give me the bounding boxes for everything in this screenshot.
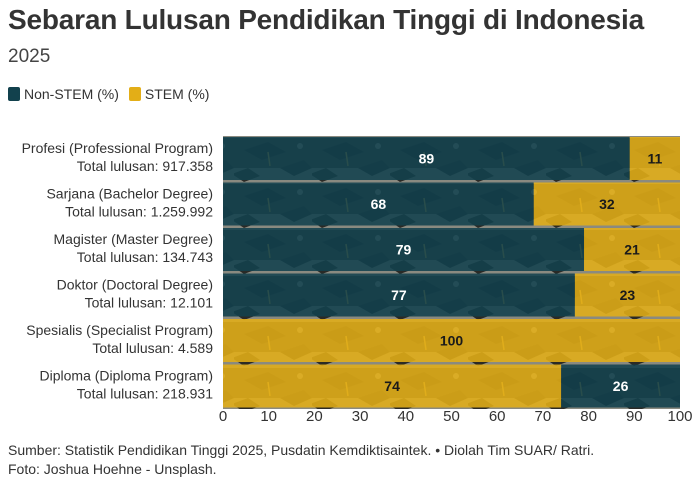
bar-diploma-stem (223, 364, 562, 408)
data-label-doktor-stem: 23 (620, 287, 636, 303)
bar-diploma-non-stem (561, 364, 680, 408)
legend-swatch-non-stem (8, 87, 20, 101)
x-tick-label-100: 100 (667, 408, 692, 425)
category-total-diploma: Total lulusan: 218.931 (77, 386, 213, 402)
bar-magister-stem (584, 228, 680, 271)
photo-credit: Foto: Joshua Hoehne - Unsplash. (8, 461, 217, 477)
bars: 89 11 68 32 79 21 77 23 100 74 26 (223, 137, 680, 408)
bar-magister-non-stem (223, 228, 585, 271)
legend-item-stem: STEM (%) (128, 86, 210, 102)
x-tick-label-90: 90 (626, 408, 643, 425)
x-tick-label-10: 10 (260, 408, 277, 425)
x-tick-label-40: 40 (397, 408, 414, 425)
footer: Sumber: Statistik Pendidikan Tinggi 2025… (8, 441, 594, 479)
legend-label-non-stem: Non-STEM (%) (24, 86, 119, 102)
data-label-spesialis-stem: 100 (440, 333, 464, 349)
bar-profesi-non-stem (223, 137, 630, 180)
category-total-spesialis: Total lulusan: 4.589 (92, 340, 213, 356)
plot-background (223, 136, 680, 409)
bar-spesialis-stem (223, 319, 680, 362)
chart-subtitle: 2025 (8, 46, 51, 67)
category-total-profesi: Total lulusan: 917.358 (77, 158, 213, 174)
data-label-doktor-non-stem: 77 (391, 287, 407, 303)
data-label-magister-non-stem: 79 (396, 242, 412, 258)
category-label-doktor: Doktor (Doctoral Degree) (57, 277, 213, 293)
data-label-diploma-non-stem: 26 (613, 378, 629, 394)
category-label-magister: Magister (Master Degree) (54, 231, 214, 247)
chart-title: Sebaran Lulusan Pendidikan Tinggi di Ind… (8, 4, 644, 35)
category-labels: Profesi (Professional Program) Total lulu… (22, 140, 214, 402)
category-label-profesi: Profesi (Professional Program) (22, 140, 213, 156)
bar-profesi-stem (629, 137, 680, 180)
category-label-sarjana: Sarjana (Bachelor Degree) (46, 186, 213, 202)
bar-sarjana-stem (533, 182, 680, 226)
x-tick-label-0: 0 (219, 408, 227, 425)
bar-sarjana-non-stem (223, 182, 534, 226)
x-tick-label-30: 30 (352, 408, 369, 425)
legend-item-non-stem: Non-STEM (%) (8, 86, 119, 102)
bar-doktor-stem (574, 273, 680, 317)
legend: Non-STEM (%) STEM (%) (8, 86, 219, 102)
x-tick-label-70: 70 (535, 408, 552, 425)
source-note: Sumber: Statistik Pendidikan Tinggi 2025… (8, 442, 595, 458)
data-label-diploma-stem: 74 (384, 378, 400, 394)
category-label-diploma: Diploma (Diploma Program) (40, 368, 214, 384)
data-label-profesi-non-stem: 89 (419, 151, 435, 167)
legend-swatch-stem (128, 87, 141, 101)
category-total-doktor: Total lulusan: 12.101 (85, 295, 214, 311)
x-axis-ticks: 0 10 20 30 40 50 60 70 80 90 100 (219, 408, 693, 425)
category-total-magister: Total lulusan: 134.743 (77, 249, 213, 265)
data-label-profesi-stem: 11 (647, 151, 662, 167)
x-tick-label-80: 80 (580, 408, 597, 425)
bar-doktor-non-stem (223, 273, 575, 317)
x-tick-label-60: 60 (489, 408, 506, 425)
x-tick-label-50: 50 (443, 408, 460, 425)
category-label-spesialis: Spesialis (Specialist Program) (26, 322, 213, 338)
data-label-magister-stem: 21 (624, 242, 640, 258)
data-label-sarjana-non-stem: 68 (371, 196, 387, 212)
category-total-sarjana: Total lulusan: 1.259.992 (65, 204, 213, 220)
photo-background (223, 136, 680, 409)
data-label-sarjana-stem: 32 (599, 196, 615, 212)
x-tick-label-20: 20 (306, 408, 323, 425)
legend-label-stem: STEM (%) (144, 86, 210, 102)
